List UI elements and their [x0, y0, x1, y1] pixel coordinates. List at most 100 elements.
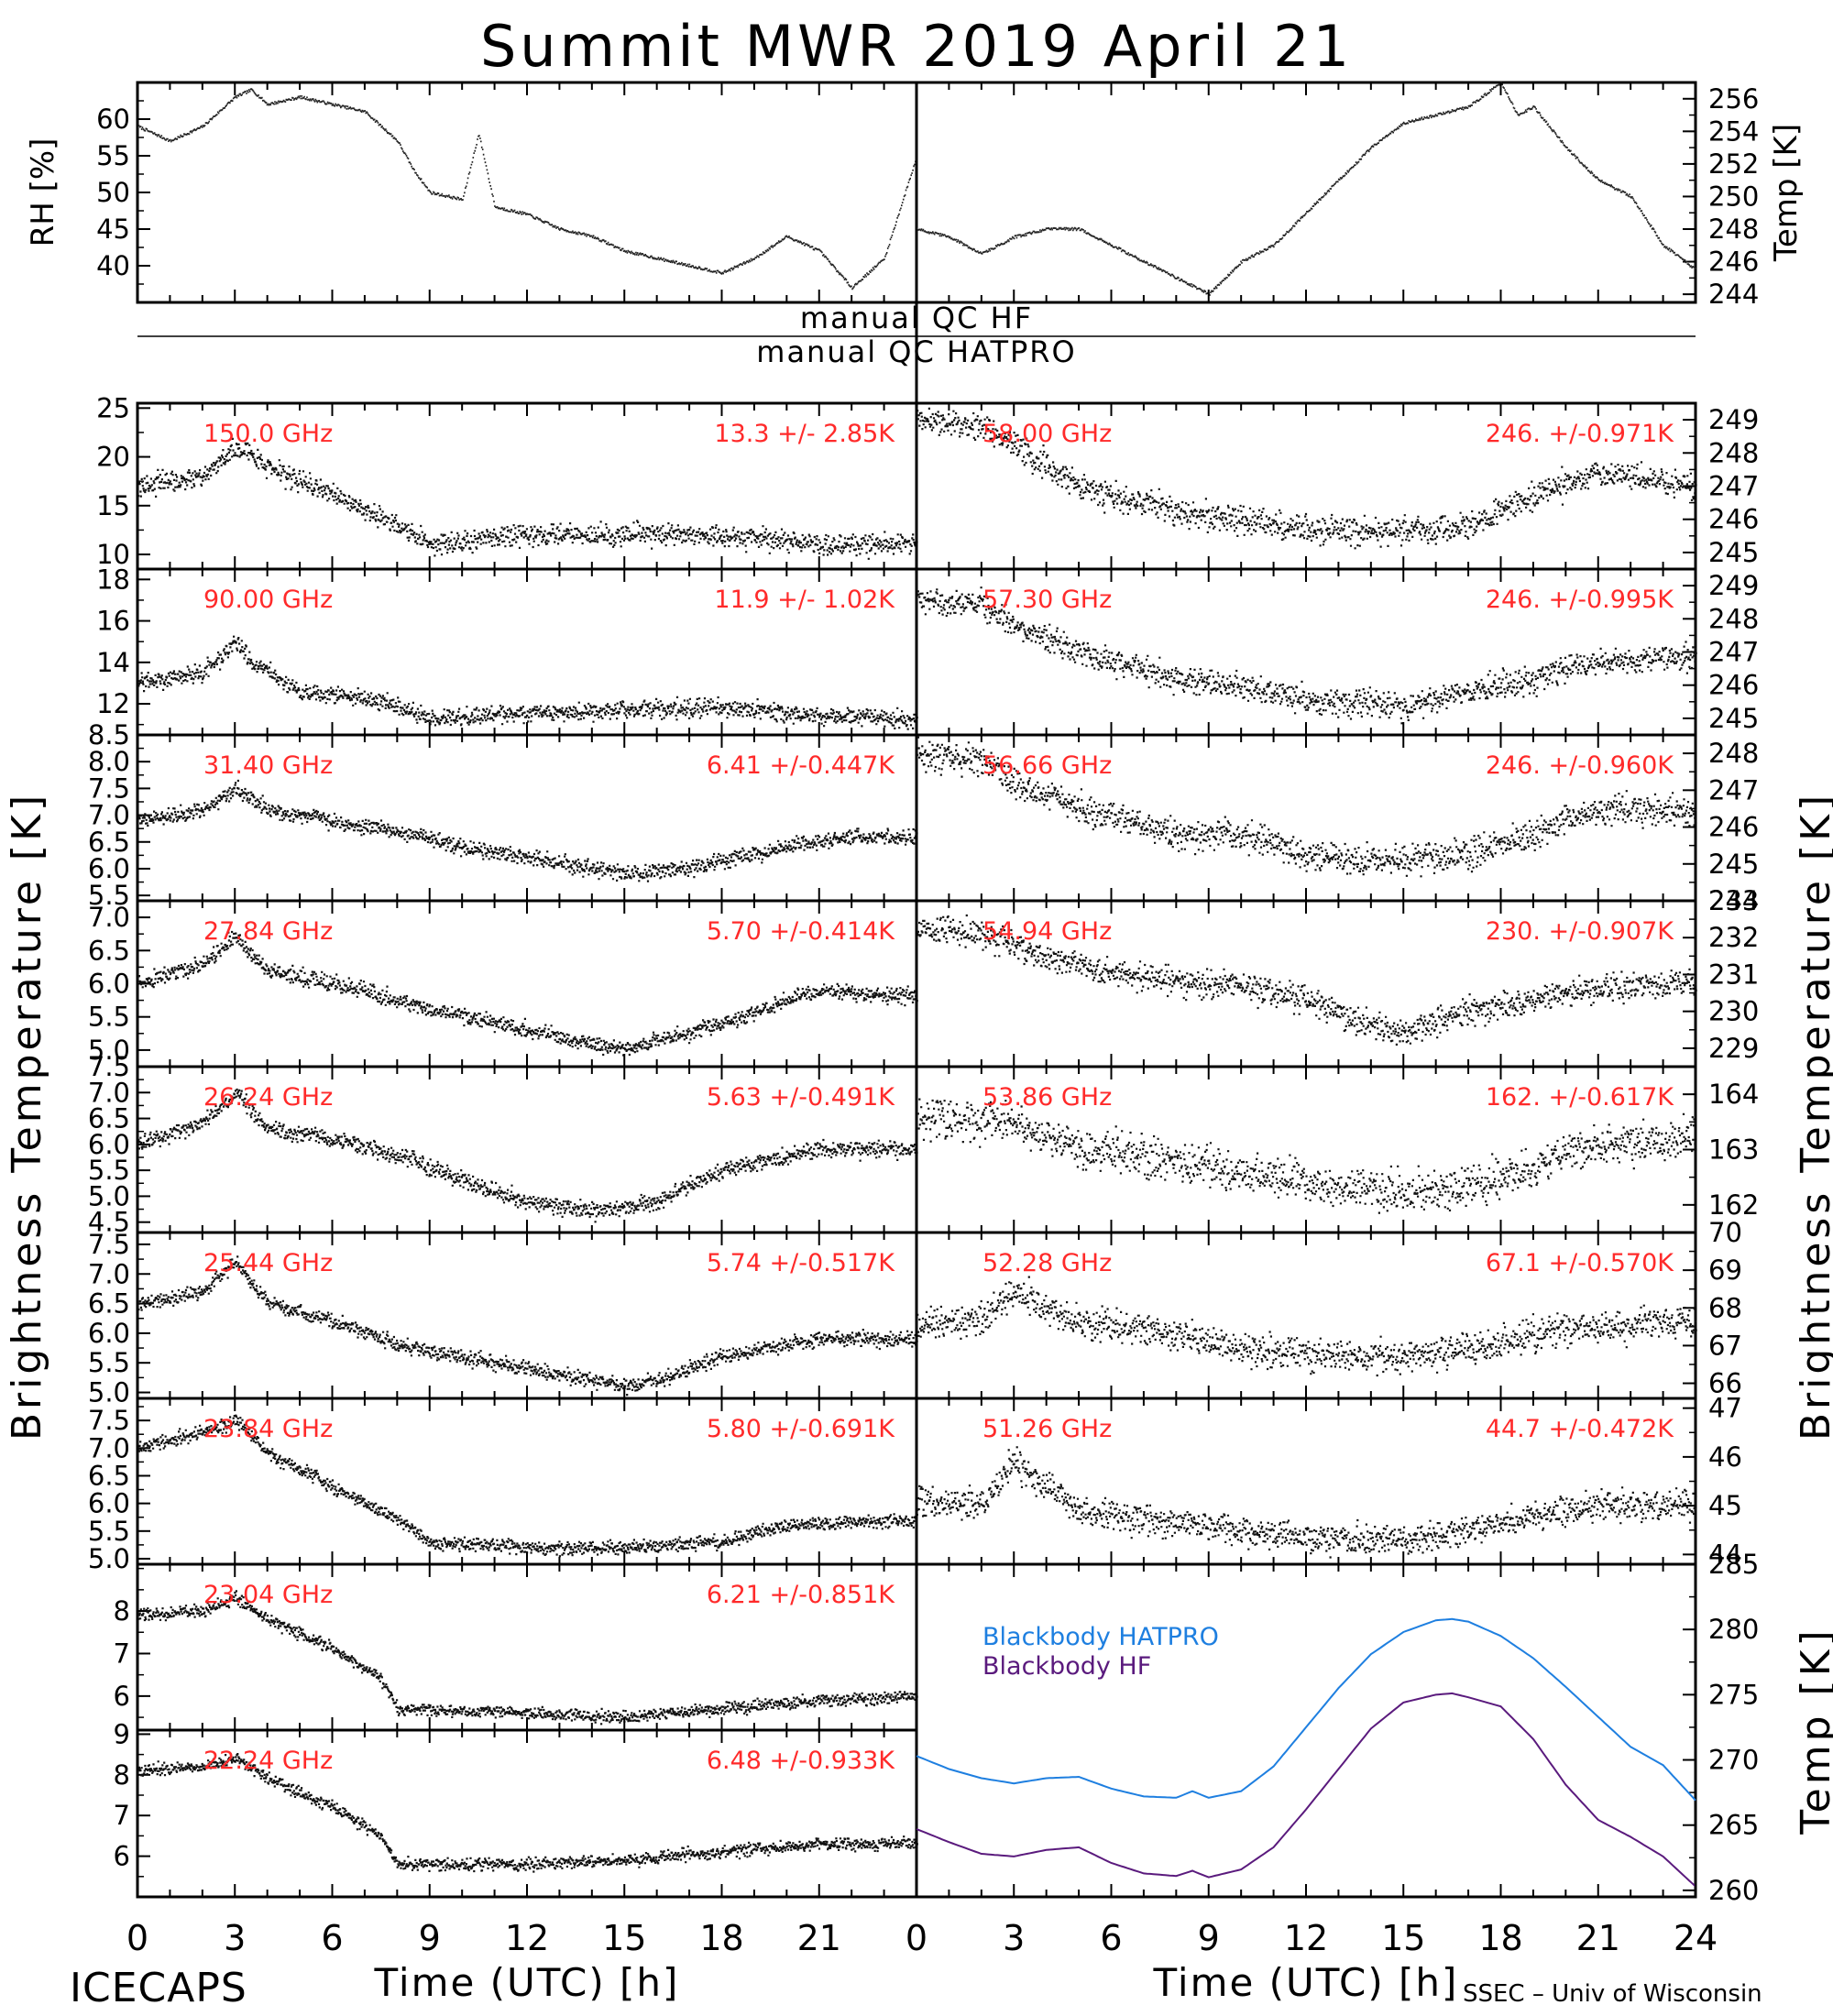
hatpro-channel-7-frequency-label: 51.26 GHz — [982, 1415, 1112, 1443]
blackbody-panel-xticks — [916, 1564, 1696, 1897]
y-tick-label: 25 — [96, 392, 130, 423]
hatpro-channel-5-stats-label: 162. +/-0.617K — [1486, 1083, 1674, 1112]
hf-channel-4-stats-label: 5.70 +/-0.414K — [707, 917, 895, 946]
y-tick-label: 5.0 — [88, 1035, 130, 1066]
met-temp-panel-trace — [916, 82, 1696, 296]
y-tick-label: 20 — [96, 442, 130, 473]
y-tick-label: 9 — [114, 1718, 130, 1749]
blackbody-panel: 260 265 270 275 280 285 Blackbody HATPROBlackb… — [915, 1549, 1833, 1906]
right-axis-label: Brightness Temperature [K] — [1793, 792, 1833, 1441]
x-tick-label: 18 — [699, 1918, 743, 1958]
x-tick-label: 24 — [1674, 1918, 1718, 1958]
hf-channel-4-frequency-label: 27.84 GHz — [203, 917, 333, 946]
met-rh-panel-ylabel: RH [%] — [25, 138, 61, 247]
y-tick-label: 7.5 — [88, 772, 130, 804]
y-tick-label: 68 — [1708, 1292, 1742, 1323]
hf-channel-1-stats-label: 13.3 +/- 2.85K — [714, 420, 895, 448]
y-tick-label: 256 — [1708, 83, 1759, 115]
qc-hatpro-label: manual QC HATPRO — [756, 334, 1076, 369]
hatpro-channel-4-stats-label: 230. +/-0.907K — [1486, 917, 1674, 946]
x-tick-label: 21 — [797, 1918, 841, 1958]
y-tick-label: 6.5 — [88, 827, 130, 858]
y-tick-label: 6 — [114, 1841, 130, 1872]
y-tick-label: 12 — [96, 688, 130, 719]
y-tick-label: 285 — [1708, 1549, 1759, 1580]
hatpro-channel-1-stats-label: 246. +/-0.971K — [1486, 420, 1674, 448]
hf-channel-8-stats-label: 6.21 +/-0.851K — [707, 1581, 895, 1609]
hf-channel-6: 5.05.56.06.57.07.5 25.44 GHz 5.74 +/-0.517… — [88, 1229, 918, 1408]
y-tick-label: 248 — [1708, 437, 1759, 468]
x-tick-label: 9 — [419, 1918, 441, 1958]
hatpro-channel-4: 229 230 231 232 233 54.94 GHz 230. +/-0.907K — [915, 885, 1759, 1068]
met-rh-panel-trace — [137, 88, 917, 290]
y-tick-label: 275 — [1708, 1679, 1759, 1710]
y-tick-label: 6 — [114, 1681, 130, 1712]
y-tick-label: 45 — [1708, 1490, 1742, 1521]
met-temp-panel-xticks — [916, 82, 1696, 302]
y-tick-label: 252 — [1708, 148, 1759, 180]
y-tick-label: 6.0 — [88, 969, 130, 1000]
hf-channel-1: 10 15 20 25 150.0 GHz 13.3 +/- 2.85K — [96, 392, 918, 571]
hf-channel-3-frequency-label: 31.40 GHz — [203, 751, 333, 780]
hf-channel-5: 4.55.05.56.06.57.07.5 26.24 GHz 5.63 +/-0.… — [88, 1051, 918, 1238]
x-tick-label: 15 — [1381, 1918, 1425, 1958]
footer-left: ICECAPS — [70, 1965, 247, 2011]
met-rh-panel-xticks — [137, 82, 917, 302]
y-tick-label: 50 — [96, 177, 130, 208]
y-tick-label: 248 — [1708, 214, 1759, 245]
y-tick-label: 250 — [1708, 181, 1759, 212]
legend-entry-0: Blackbody HATPRO — [982, 1623, 1219, 1651]
hf-channel-2-points — [137, 635, 918, 730]
y-tick-label: 40 — [96, 250, 130, 281]
hatpro-channel-6-points — [916, 1276, 1697, 1377]
figure-title: Summit MWR 2019 April 21 — [480, 13, 1353, 80]
y-tick-label: 67 — [1708, 1330, 1742, 1361]
x-tick-label: 9 — [1198, 1918, 1220, 1958]
y-tick-label: 254 — [1708, 115, 1759, 147]
hf-channel-2-frequency-label: 90.00 GHz — [203, 586, 333, 614]
y-tick-label: 5.0 — [88, 1543, 130, 1574]
x-axis-label-right: Time (UTC) [h] — [1153, 1960, 1459, 2005]
hf-channel-9-frequency-label: 22.24 GHz — [203, 1747, 333, 1775]
y-tick-label: 246 — [1708, 812, 1759, 843]
hf-channel-8-frequency-label: 23.04 GHz — [203, 1581, 333, 1609]
hf-channel-3-stats-label: 6.41 +/-0.447K — [707, 751, 895, 780]
hf-channel-4-points — [137, 930, 918, 1057]
y-tick-label: 6.5 — [88, 1103, 130, 1134]
hf-channel-1-frequency-label: 150.0 GHz — [203, 420, 333, 448]
hatpro-channel-3-stats-label: 246. +/-0.960K — [1486, 751, 1674, 780]
y-tick-label: 248 — [1708, 738, 1759, 769]
y-tick-label: 14 — [96, 647, 130, 678]
y-tick-label: 230 — [1708, 996, 1759, 1027]
hatpro-channel-4-frequency-label: 54.94 GHz — [982, 917, 1112, 946]
y-tick-label: 47 — [1708, 1393, 1742, 1424]
hf-channel-3: 5.56.06.57.07.58.08.5 31.40 GHz 6.41 +/-0.… — [88, 719, 918, 911]
x-tick-label: 3 — [1003, 1918, 1025, 1958]
y-tick-label: 66 — [1708, 1368, 1742, 1399]
hf-channel-9-stats-label: 6.48 +/-0.933K — [707, 1747, 895, 1775]
y-tick-label: 7.0 — [88, 902, 130, 933]
y-tick-label: 6.5 — [88, 1288, 130, 1320]
y-tick-label: 7.0 — [88, 1258, 130, 1289]
hatpro-channel-1-points — [916, 407, 1697, 550]
hatpro-channel-3: 244 245 246 247 248 56.66 GHz 246. +/-0.960K — [915, 733, 1759, 916]
y-tick-label: 245 — [1708, 849, 1759, 880]
y-tick-label: 233 — [1708, 885, 1759, 916]
y-tick-label: 163 — [1708, 1134, 1759, 1166]
blackbody-panel-frame — [915, 1562, 1697, 1899]
x-tick-label: 15 — [602, 1918, 646, 1958]
hf-channel-9: 6 7 8 9 22.24 GHz 6.48 +/-0.933K — [114, 1718, 918, 1899]
hf-channel-6-stats-label: 5.74 +/-0.517K — [707, 1249, 895, 1277]
y-tick-label: 6.0 — [88, 853, 130, 884]
y-tick-label: 55 — [96, 140, 130, 171]
y-tick-label: 18 — [96, 564, 130, 595]
y-tick-label: 60 — [96, 104, 130, 135]
y-tick-label: 5.5 — [88, 1155, 130, 1186]
y-tick-label: 246 — [1708, 670, 1759, 701]
footer-right: SSEC – Univ of Wisconsin — [1463, 1980, 1762, 2008]
y-tick-label: 162 — [1708, 1189, 1759, 1221]
y-tick-label: 46 — [1708, 1441, 1742, 1473]
y-tick-label: 6.5 — [88, 935, 130, 966]
